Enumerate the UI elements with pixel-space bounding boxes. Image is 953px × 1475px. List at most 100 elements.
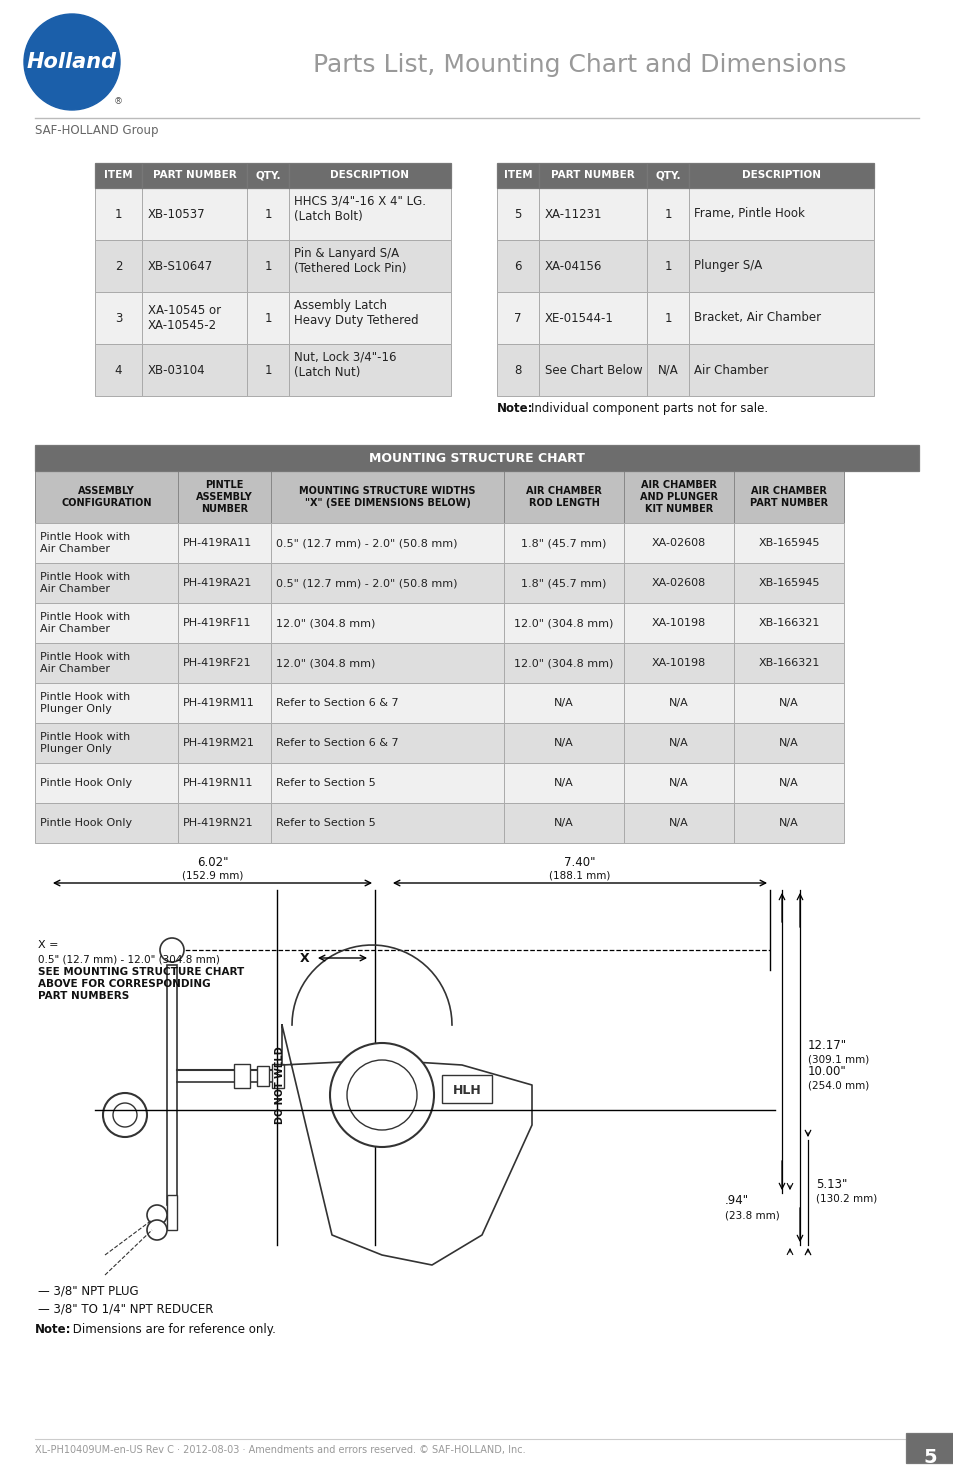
Bar: [178, 603, 271, 643]
Bar: [178, 802, 271, 844]
Text: XB-165945: XB-165945: [758, 538, 819, 549]
Text: PART NUMBER: PART NUMBER: [551, 171, 634, 180]
Text: 5.13": 5.13": [815, 1179, 846, 1190]
Text: PH-419RA11: PH-419RA11: [183, 538, 252, 549]
Text: PART NUMBERS: PART NUMBERS: [38, 991, 129, 1002]
Text: Note:: Note:: [497, 403, 533, 414]
Bar: [646, 240, 688, 292]
Bar: [623, 683, 733, 723]
Bar: [271, 683, 503, 723]
Text: 6.02": 6.02": [196, 855, 228, 869]
Bar: [733, 683, 843, 723]
Bar: [35, 723, 178, 763]
Text: Dimensions are for reference only.: Dimensions are for reference only.: [69, 1323, 275, 1336]
Text: PART NUMBER: PART NUMBER: [152, 171, 236, 180]
Bar: [35, 763, 178, 802]
Text: N/A: N/A: [779, 738, 798, 748]
Text: See Chart Below: See Chart Below: [544, 363, 642, 376]
Text: XA-10545 or
XA-10545-2: XA-10545 or XA-10545-2: [148, 304, 221, 332]
Text: 0.5" (12.7 mm) - 12.0" (304.8 mm): 0.5" (12.7 mm) - 12.0" (304.8 mm): [38, 954, 219, 965]
Bar: [538, 164, 646, 187]
Text: PH-419RM11: PH-419RM11: [183, 698, 254, 708]
Text: Pintle Hook Only: Pintle Hook Only: [40, 819, 132, 827]
Bar: [623, 802, 733, 844]
Text: Individual component parts not for sale.: Individual component parts not for sale.: [531, 403, 767, 414]
Text: PH-419RF11: PH-419RF11: [183, 618, 252, 628]
Bar: [247, 187, 289, 240]
Text: PH-419RN21: PH-419RN21: [183, 819, 253, 827]
Text: 5: 5: [923, 1448, 936, 1468]
Bar: [95, 164, 142, 187]
Bar: [142, 164, 247, 187]
Bar: [233, 1063, 250, 1089]
Bar: [35, 445, 918, 471]
Circle shape: [160, 938, 184, 962]
Text: X =: X =: [38, 940, 58, 950]
Bar: [733, 763, 843, 802]
Bar: [247, 240, 289, 292]
Bar: [538, 344, 646, 395]
Bar: [538, 292, 646, 344]
Text: Pintle Hook with
Air Chamber: Pintle Hook with Air Chamber: [40, 572, 131, 594]
Bar: [538, 187, 646, 240]
Bar: [35, 802, 178, 844]
Bar: [623, 603, 733, 643]
Text: PH-419RN11: PH-419RN11: [183, 777, 253, 788]
Text: 12.0" (304.8 mm): 12.0" (304.8 mm): [514, 618, 613, 628]
Bar: [688, 240, 873, 292]
Bar: [733, 524, 843, 563]
Text: Note:: Note:: [35, 1323, 71, 1336]
Bar: [733, 563, 843, 603]
Bar: [247, 292, 289, 344]
Bar: [271, 643, 503, 683]
Text: Pintle Hook with
Plunger Only: Pintle Hook with Plunger Only: [40, 692, 131, 714]
Bar: [178, 563, 271, 603]
Text: 12.0" (304.8 mm): 12.0" (304.8 mm): [275, 618, 375, 628]
Bar: [497, 344, 538, 395]
Bar: [167, 1195, 177, 1230]
Circle shape: [24, 13, 120, 111]
Bar: [688, 292, 873, 344]
Bar: [905, 1434, 953, 1463]
Text: Nut, Lock 3/4"-16
(Latch Nut): Nut, Lock 3/4"-16 (Latch Nut): [294, 351, 396, 379]
Text: DO NOT WELD: DO NOT WELD: [274, 1046, 285, 1124]
Bar: [733, 802, 843, 844]
Text: Refer to Section 6 & 7: Refer to Section 6 & 7: [275, 738, 398, 748]
Text: XB-166321: XB-166321: [758, 618, 819, 628]
Bar: [646, 292, 688, 344]
Text: N/A: N/A: [779, 819, 798, 827]
Bar: [142, 344, 247, 395]
Text: Assembly Latch
Heavy Duty Tethered: Assembly Latch Heavy Duty Tethered: [294, 299, 418, 327]
Text: N/A: N/A: [554, 819, 574, 827]
Text: XA-02608: XA-02608: [651, 578, 705, 589]
Bar: [503, 471, 623, 524]
Bar: [178, 723, 271, 763]
Circle shape: [330, 1043, 434, 1148]
Text: XA-02608: XA-02608: [651, 538, 705, 549]
Bar: [247, 164, 289, 187]
Bar: [289, 240, 451, 292]
Bar: [35, 643, 178, 683]
Text: XA-10198: XA-10198: [651, 618, 705, 628]
Bar: [623, 723, 733, 763]
Text: XA-11231: XA-11231: [544, 208, 602, 220]
Bar: [623, 563, 733, 603]
Circle shape: [147, 1205, 167, 1226]
Text: PINTLE
ASSEMBLY
NUMBER: PINTLE ASSEMBLY NUMBER: [196, 481, 253, 513]
Text: XB-10537: XB-10537: [148, 208, 206, 220]
Text: 12.0" (304.8 mm): 12.0" (304.8 mm): [514, 658, 613, 668]
Bar: [289, 292, 451, 344]
Text: 6: 6: [514, 260, 521, 273]
Bar: [35, 471, 178, 524]
Circle shape: [103, 1093, 147, 1137]
Bar: [95, 187, 142, 240]
Bar: [178, 471, 271, 524]
Bar: [95, 292, 142, 344]
Bar: [271, 471, 503, 524]
Text: N/A: N/A: [779, 698, 798, 708]
Text: HHCS 3/4"-16 X 4" LG.
(Latch Bolt): HHCS 3/4"-16 X 4" LG. (Latch Bolt): [294, 195, 426, 223]
Bar: [733, 603, 843, 643]
Text: 1: 1: [114, 208, 122, 220]
Text: XE-01544-1: XE-01544-1: [544, 311, 613, 324]
Text: N/A: N/A: [668, 819, 688, 827]
